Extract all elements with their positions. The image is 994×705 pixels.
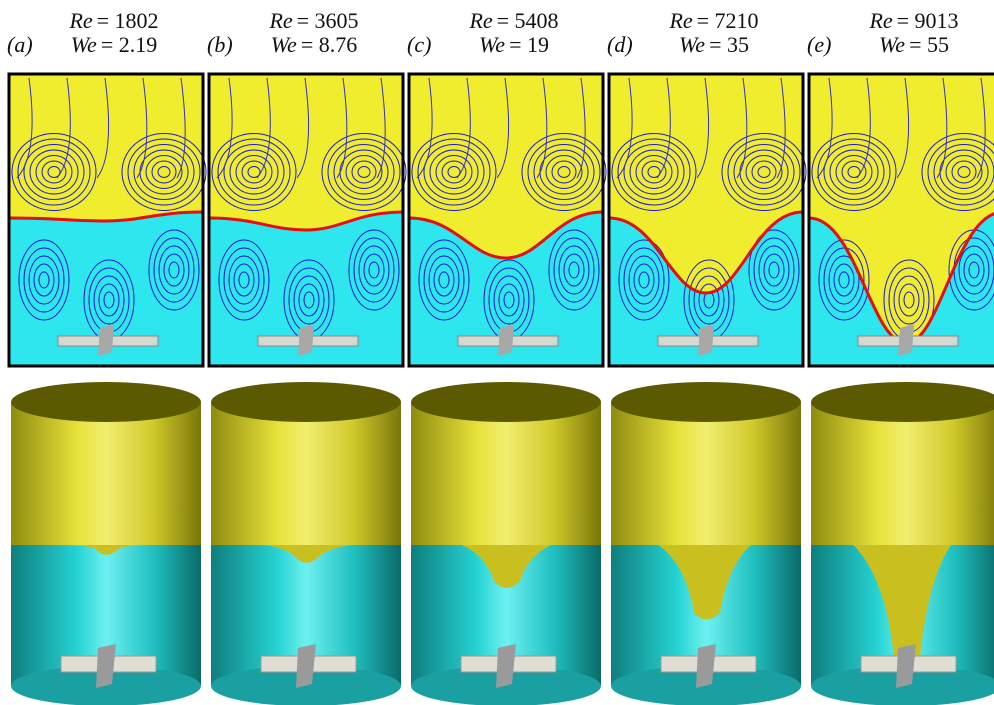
tank-top xyxy=(611,382,801,422)
re-symbol: Re xyxy=(468,8,492,33)
cylinder xyxy=(611,382,801,705)
oil-body xyxy=(211,402,401,545)
oil-body xyxy=(811,402,994,545)
we-value: = 19 xyxy=(509,32,549,57)
streamline-panel xyxy=(609,74,806,366)
reynolds-number: Re= 5408 xyxy=(468,8,558,33)
panel-label: (a) xyxy=(7,32,33,57)
oil-body xyxy=(611,402,801,545)
re-symbol: Re xyxy=(268,8,292,33)
streamline-panel xyxy=(409,74,606,366)
weber-number: We= 55 xyxy=(879,32,949,57)
panel-label: (e) xyxy=(807,32,831,57)
tank-top xyxy=(11,382,201,422)
impeller-hub xyxy=(898,324,914,356)
reynolds-number: Re= 9013 xyxy=(868,8,958,33)
re-value: = 1802 xyxy=(97,8,159,33)
page: {"panels": [ {"label": "(a)", "re": {"sy… xyxy=(0,0,994,705)
re-value: = 3605 xyxy=(297,8,359,33)
we-value: = 35 xyxy=(709,32,749,57)
impeller-hub xyxy=(298,324,314,356)
we-value: = 8.76 xyxy=(301,32,357,57)
weber-number: We= 19 xyxy=(479,32,549,57)
reynolds-number: Re= 3605 xyxy=(268,8,358,33)
re-value: = 9013 xyxy=(897,8,959,33)
we-symbol: We xyxy=(879,32,905,57)
we-value: = 2.19 xyxy=(101,32,157,57)
cylinder xyxy=(411,382,601,705)
we-symbol: We xyxy=(71,32,97,57)
weber-number: We= 8.76 xyxy=(271,32,358,57)
reynolds-number: Re= 1802 xyxy=(68,8,158,33)
cylinder xyxy=(11,382,201,705)
impeller-hub xyxy=(498,324,514,356)
we-symbol: We xyxy=(271,32,297,57)
streamline-panel xyxy=(209,74,406,366)
weber-number: We= 35 xyxy=(679,32,749,57)
panel-label: (b) xyxy=(207,32,233,57)
oil-body xyxy=(411,402,601,545)
re-value: = 7210 xyxy=(697,8,759,33)
we-value: = 55 xyxy=(909,32,949,57)
streamline-panel xyxy=(9,74,206,366)
re-symbol: Re xyxy=(868,8,892,33)
re-value: = 5408 xyxy=(497,8,559,33)
re-symbol: Re xyxy=(668,8,692,33)
tank-top xyxy=(811,382,994,422)
panel-label: (d) xyxy=(607,32,633,57)
cylinder xyxy=(811,382,994,705)
tank-top xyxy=(411,382,601,422)
we-symbol: We xyxy=(479,32,505,57)
streamline-panel xyxy=(809,74,994,366)
cylinder xyxy=(211,382,401,705)
figure: (a)Re= 1802We= 2.19(b)Re= 3605We= 8.76(c… xyxy=(0,0,994,705)
tank-top xyxy=(211,382,401,422)
we-symbol: We xyxy=(679,32,705,57)
oil-body xyxy=(11,402,201,545)
weber-number: We= 2.19 xyxy=(71,32,158,57)
panel-label: (c) xyxy=(407,32,431,57)
re-symbol: Re xyxy=(68,8,92,33)
artwork xyxy=(9,74,994,705)
impeller-hub xyxy=(698,324,714,356)
reynolds-number: Re= 7210 xyxy=(668,8,758,33)
impeller-hub xyxy=(98,324,114,356)
